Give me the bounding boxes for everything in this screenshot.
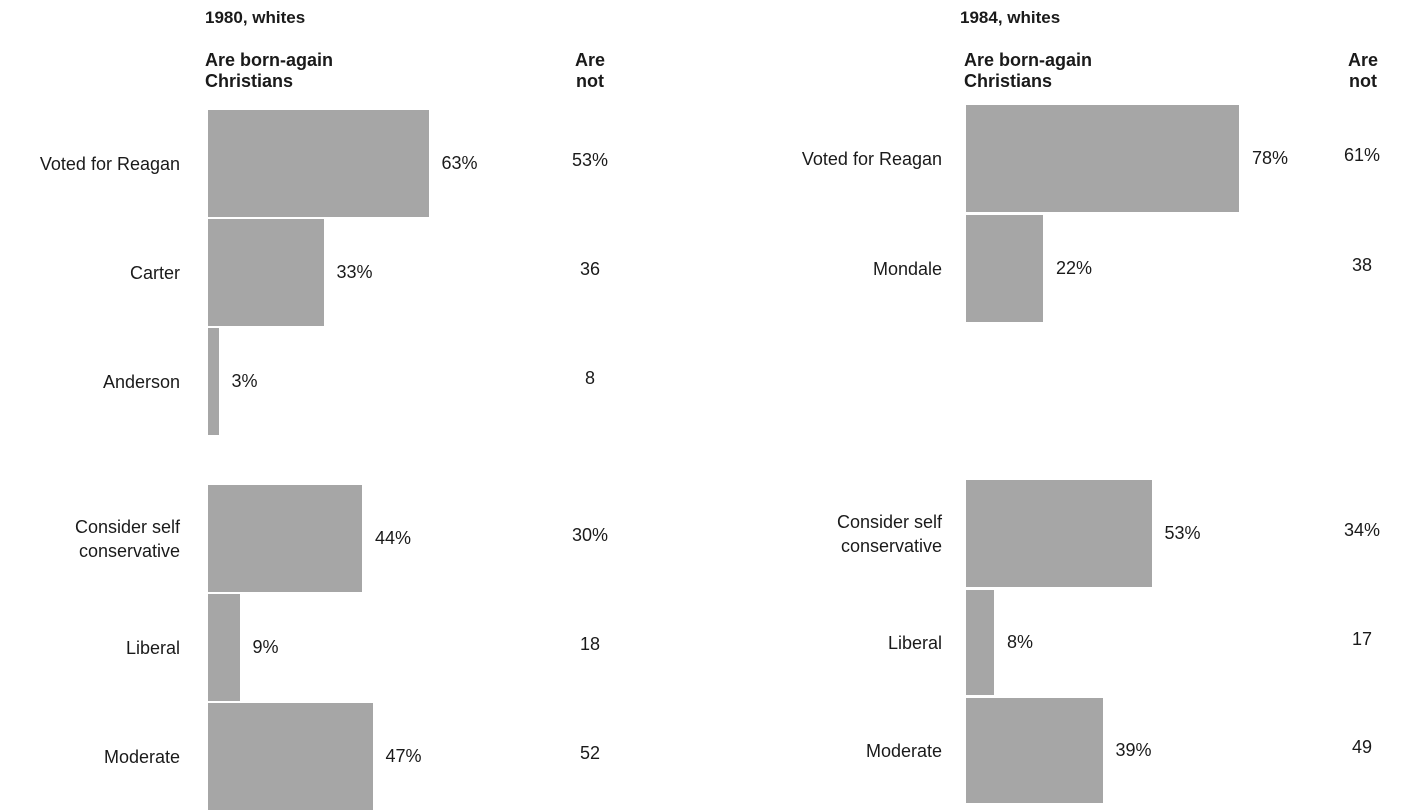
born-again-value-label: 47%	[385, 745, 422, 766]
born-again-header: Are born-again Christians	[964, 50, 1093, 91]
not-header: Are not	[574, 50, 605, 91]
row-consider-self-conservative: Consider self conservative 53% 34%	[700, 480, 1402, 587]
category-label: Anderson	[102, 371, 180, 392]
category-label: Mondale	[872, 258, 942, 279]
not-value-label: 53%	[571, 149, 609, 170]
bar-born-again	[966, 215, 1043, 322]
not-value-label: 36	[579, 258, 601, 279]
not-value-label: 61%	[1343, 144, 1381, 165]
row-liberal: Liberal 9% 18	[0, 594, 700, 701]
born-again-value-label: 63%	[441, 152, 478, 173]
not-value-label: 30%	[571, 524, 609, 545]
born-again-value-label: 9%	[252, 636, 279, 657]
not-value-label: 18	[579, 633, 601, 654]
born-again-value-label: 44%	[375, 527, 412, 548]
chart-title: 1980, whites	[205, 8, 306, 27]
row-moderate: Moderate 47% 52	[0, 703, 700, 810]
row-voted-for-reagan: Voted for Reagan 63% 53%	[0, 110, 700, 217]
row-anderson: Anderson 3% 8	[0, 328, 700, 435]
category-label: Liberal	[887, 632, 942, 653]
born-again-value-label: 3%	[231, 370, 258, 391]
born-again-value-label: 39%	[1115, 739, 1152, 760]
bar-born-again	[208, 110, 429, 217]
category-label: Carter	[129, 262, 180, 283]
born-again-value-label: 53%	[1164, 522, 1201, 543]
category-label: Liberal	[125, 637, 180, 658]
not-value-label: 8	[584, 367, 595, 388]
born-again-value-label: 33%	[336, 261, 373, 282]
row-voted-for-reagan: Voted for Reagan 78% 61%	[700, 105, 1402, 212]
category-label: Consider self conservative	[836, 511, 942, 556]
bar-born-again	[208, 594, 240, 701]
not-value-label: 49	[1351, 736, 1373, 757]
row-moderate: Moderate 39% 49	[700, 698, 1402, 803]
bar-born-again	[208, 703, 373, 810]
category-label: Consider self conservative	[74, 516, 180, 561]
chart-1984: 1984, whites Are born-again Christians A…	[700, 0, 1402, 811]
row-consider-self-conservative: Consider self conservative 44% 30%	[0, 485, 700, 592]
category-label: Moderate	[103, 746, 180, 767]
not-value-label: 52	[579, 742, 601, 763]
category-label: Moderate	[865, 740, 942, 761]
bar-born-again	[208, 219, 324, 326]
bar-born-again	[208, 485, 362, 592]
bar-born-again	[966, 480, 1152, 587]
row-liberal: Liberal 8% 17	[700, 590, 1402, 695]
bar-born-again	[208, 328, 219, 435]
bar-born-again	[966, 105, 1239, 212]
category-label: Voted for Reagan	[39, 153, 180, 174]
not-value-label: 38	[1351, 254, 1373, 275]
born-again-value-label: 8%	[1007, 631, 1034, 652]
row-carter: Carter 33% 36	[0, 219, 700, 326]
not-value-label: 17	[1351, 628, 1373, 649]
bar-born-again	[966, 590, 994, 695]
row-mondale: Mondale 22% 38	[700, 215, 1402, 322]
bar-born-again	[966, 698, 1103, 803]
chart-1980: 1980, whites Are born-again Christians A…	[0, 0, 700, 811]
born-again-value-label: 22%	[1056, 257, 1093, 278]
born-again-value-label: 78%	[1252, 147, 1289, 168]
not-header: Are not	[1347, 50, 1378, 91]
not-value-label: 34%	[1343, 519, 1381, 540]
chart-title: 1984, whites	[960, 8, 1061, 27]
born-again-header: Are born-again Christians	[205, 50, 334, 91]
category-label: Voted for Reagan	[801, 148, 942, 169]
